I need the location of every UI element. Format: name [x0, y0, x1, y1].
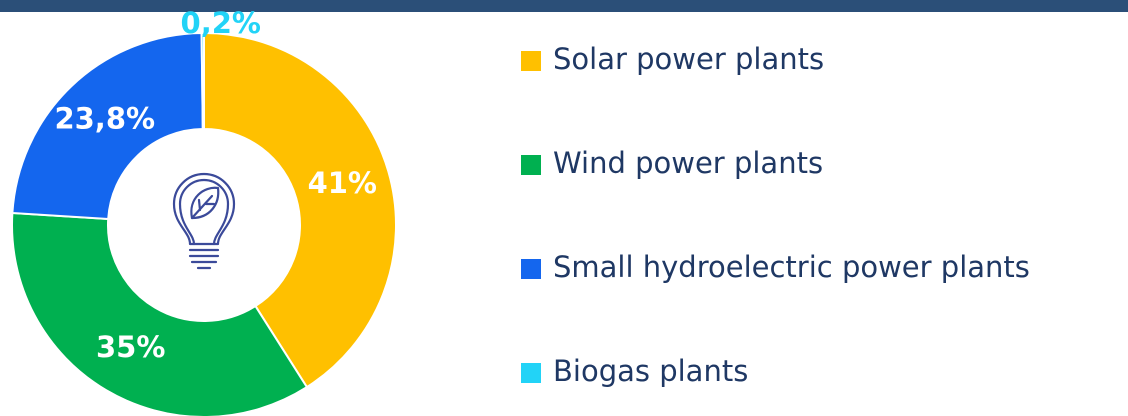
legend-swatch	[521, 51, 541, 71]
legend-swatch	[521, 363, 541, 383]
segment-label: 23,8%	[54, 102, 155, 136]
donut-segment	[203, 31, 397, 389]
legend-swatch	[521, 155, 541, 175]
legend-label: Wind power plants	[553, 146, 823, 180]
segment-label: 35%	[96, 330, 165, 364]
legend-swatch	[521, 259, 541, 279]
segment-label: 41%	[308, 166, 377, 200]
bulb-icon	[172, 172, 236, 270]
legend: Solar power plants Wind power plants Small…	[521, 42, 1030, 388]
segment-label: 0,2%	[181, 6, 261, 40]
donut-segment	[11, 32, 204, 221]
legend-label: Biogas plants	[553, 354, 748, 388]
legend-label: Small hydroelectric power plants	[553, 250, 1030, 284]
header-bar	[0, 0, 1128, 12]
donut-segment	[200, 31, 205, 131]
legend-label: Solar power plants	[553, 42, 824, 76]
donut: 41% 35% 23,8% 0,2%	[11, 6, 397, 416]
donut-segment	[11, 211, 309, 416]
